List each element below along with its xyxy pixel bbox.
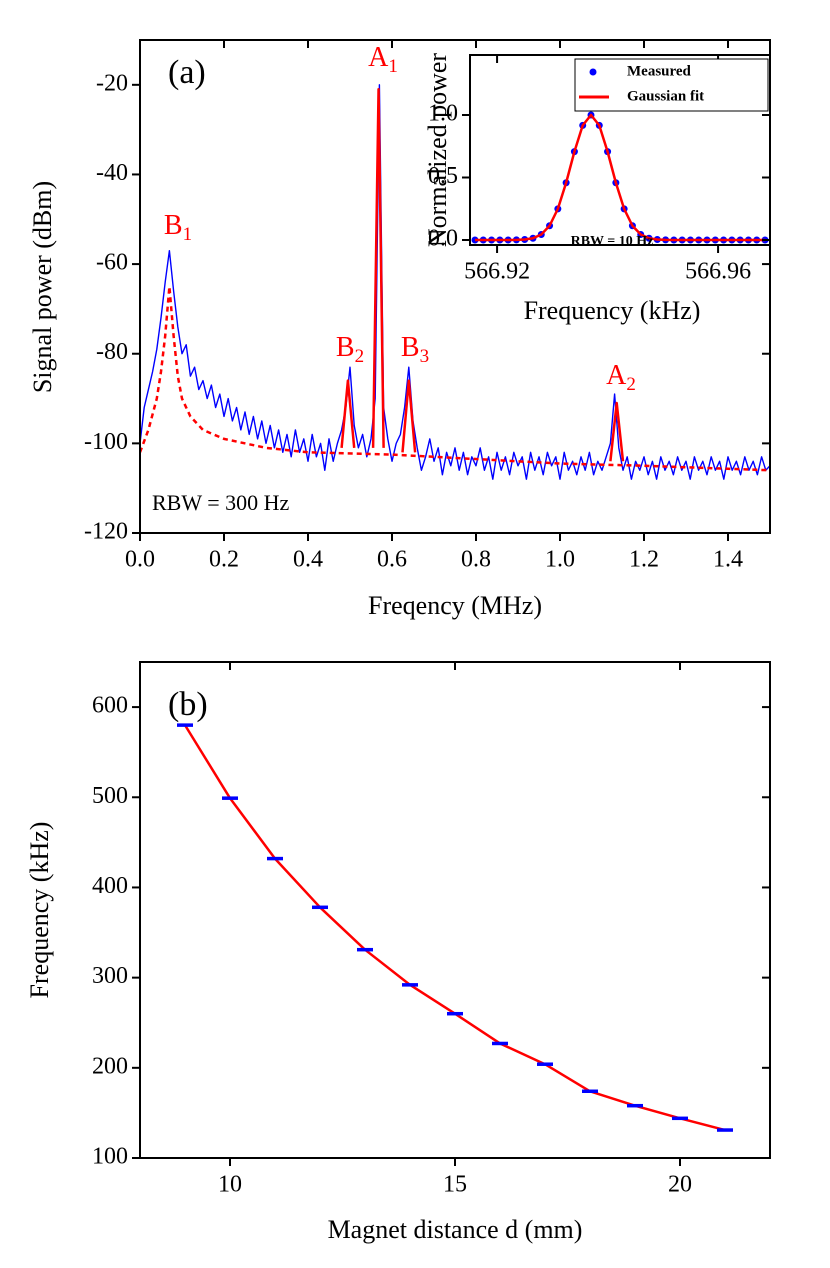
y-tick-label: 600 bbox=[92, 693, 128, 719]
y-tick-label: 200 bbox=[92, 1053, 128, 1079]
y-tick-label: 100 bbox=[92, 1144, 128, 1170]
series-line bbox=[340, 88, 625, 462]
annotation: B1 bbox=[164, 210, 192, 245]
annotation-subscript: 1 bbox=[183, 224, 193, 245]
inset-chart: 566.92 566.96 0.0 0.5 1.0 Frequency (kHz) Norm… bbox=[423, 53, 771, 325]
annotation-text: B bbox=[336, 332, 355, 363]
x-tick-label: 566.92 bbox=[464, 259, 530, 285]
x-tick-label: 0.2 bbox=[209, 547, 239, 573]
annotation-text: A bbox=[368, 42, 389, 73]
annotation-text: RBW = 300 Hz bbox=[152, 490, 290, 515]
x-tick-label: 1.0 bbox=[545, 547, 575, 573]
plot bbox=[471, 111, 769, 244]
axes-frame bbox=[139, 39, 771, 534]
annotation-text: (b) bbox=[168, 686, 208, 723]
plot bbox=[177, 723, 733, 1132]
annotation: A1 bbox=[368, 42, 398, 77]
annotation: (b) bbox=[168, 686, 208, 723]
annotation: A2 bbox=[606, 360, 636, 395]
annotation-subscript: 2 bbox=[626, 374, 636, 395]
annotation: RBW = 300 Hz bbox=[152, 490, 290, 515]
x-tick-label: 0.4 bbox=[293, 547, 323, 573]
x-tick-label: 1.4 bbox=[713, 547, 743, 573]
y-axis-label: Frequency (kHz) bbox=[25, 822, 54, 999]
legend-label: Gaussian fit bbox=[627, 88, 704, 104]
plot-area bbox=[140, 662, 770, 1158]
y-tick-label: 400 bbox=[92, 873, 128, 899]
x-tick-label: 566.96 bbox=[685, 259, 751, 285]
x-tick-label: 0.6 bbox=[377, 547, 407, 573]
annotation-subscript: 3 bbox=[420, 346, 430, 367]
y-tick-label: -120 bbox=[84, 519, 128, 545]
annotation-text: (a) bbox=[168, 54, 206, 91]
x-tick-label: 20 bbox=[668, 1172, 692, 1198]
axes-frame bbox=[469, 54, 771, 246]
y-tick-label: 1.0 bbox=[428, 101, 458, 127]
y-axis-label: Signal power (dBm) bbox=[28, 181, 57, 393]
y-tick-label: -100 bbox=[84, 429, 128, 455]
legend-box bbox=[574, 58, 769, 112]
chart: 10 15 20 100 200 300 400 500 600 Magnet distance … bbox=[25, 661, 771, 1244]
series-line bbox=[140, 285, 770, 472]
x-tick-label: 0.0 bbox=[125, 547, 155, 573]
x-axis-label: Magnet distance d (mm) bbox=[328, 1215, 583, 1244]
x-tick-label: 1.2 bbox=[629, 547, 659, 573]
annotation-text: RBW = 10 Hz bbox=[571, 234, 654, 249]
annotation-text: B bbox=[401, 332, 420, 363]
y-tick-label: 0.0 bbox=[428, 226, 458, 252]
x-tick-label: 0.8 bbox=[461, 547, 491, 573]
series-line bbox=[140, 84, 770, 480]
x-axis-label: Frequency (kHz) bbox=[524, 296, 701, 325]
y-tick-label: -80 bbox=[96, 339, 128, 365]
x-axis-label: Freqency (MHz) bbox=[368, 591, 542, 620]
annotation-text: A bbox=[606, 360, 627, 391]
annotation: RBW = 10 Hz bbox=[571, 234, 654, 249]
y-tick-label: 300 bbox=[92, 963, 128, 989]
annotation: (a) bbox=[168, 54, 206, 91]
x-tick-label: 15 bbox=[443, 1172, 467, 1198]
y-tick-label: 500 bbox=[92, 783, 128, 809]
y-tick-label: -60 bbox=[96, 250, 128, 276]
y-axis-label: Normalized power bbox=[423, 53, 452, 248]
annotation: B2 bbox=[336, 332, 364, 367]
y-tick-label: -40 bbox=[96, 160, 128, 186]
plot bbox=[140, 84, 770, 480]
legend-label: Measured bbox=[627, 63, 692, 79]
series-line bbox=[474, 113, 766, 242]
x-tick-label: 10 bbox=[218, 1172, 242, 1198]
annotation: B3 bbox=[401, 332, 429, 367]
legend-marker bbox=[589, 68, 597, 76]
y-tick-label: -20 bbox=[96, 70, 128, 96]
annotation-subscript: 2 bbox=[355, 346, 365, 367]
y-tick-label: 0.5 bbox=[428, 163, 458, 189]
annotation-text: B bbox=[164, 210, 183, 241]
annotation-subscript: 1 bbox=[388, 56, 398, 77]
